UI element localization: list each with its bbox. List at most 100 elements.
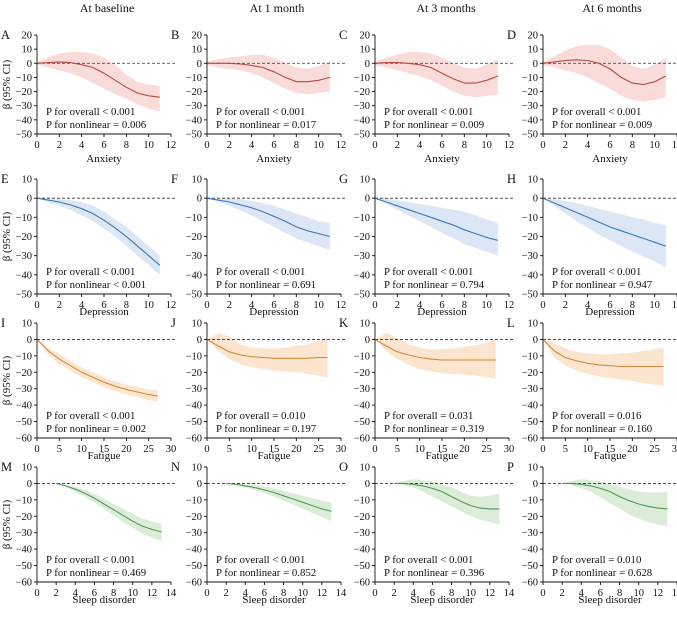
x-tick-label: 8	[630, 140, 635, 151]
x-tick-label: 0	[372, 444, 377, 455]
x-tick-label: 0	[540, 444, 545, 455]
x-tick-label: 12	[485, 588, 496, 599]
x-tick-label: 10	[127, 588, 138, 599]
y-tick-label: −30	[522, 528, 538, 539]
p-nonlinear-label: P for nonlinear = 0.017	[216, 119, 317, 131]
x-tick-label: 12	[504, 140, 515, 151]
y-tick-label: −20	[186, 368, 202, 379]
y-tick-label: 0	[197, 59, 202, 70]
y-tick-label: −40	[354, 115, 370, 126]
y-tick-label: −30	[186, 101, 202, 112]
y-tick-label: 0	[27, 479, 32, 490]
column-title: At 1 month	[250, 1, 305, 15]
p-nonlinear-label: P for nonlinear = 0.852	[216, 567, 316, 579]
confidence-band	[543, 339, 664, 387]
confidence-band	[37, 198, 160, 275]
x-tick-label: 20	[627, 444, 638, 455]
x-tick-label: 15	[437, 444, 448, 455]
y-tick-label: 10	[192, 175, 203, 186]
y-tick-label: −50	[354, 130, 370, 141]
y-tick-label: −20	[354, 232, 370, 243]
y-tick-label: −20	[16, 368, 32, 379]
x-axis-label: Anxiety	[86, 153, 122, 165]
x-tick-label: 0	[540, 588, 545, 599]
y-tick-label: 20	[528, 31, 539, 42]
y-tick-label: −10	[522, 495, 538, 506]
x-tick-label: 0	[204, 140, 209, 151]
x-axis-label: Depression	[249, 306, 299, 318]
x-tick-label: 10	[143, 140, 154, 151]
p-overall-label: P for overall < 0.001	[216, 106, 305, 118]
panel-letter: L	[507, 316, 515, 330]
x-tick-label: 0	[204, 588, 209, 599]
y-tick-label: −30	[522, 251, 538, 262]
x-tick-label: 6	[439, 140, 444, 151]
x-tick-label: 14	[504, 588, 515, 599]
y-tick-label: 10	[528, 319, 539, 330]
p-overall-label: P for overall < 0.001	[216, 266, 305, 278]
p-nonlinear-label: P for nonlinear = 0.002	[46, 423, 146, 435]
panel-letter: D	[507, 28, 516, 42]
x-tick-label: 4	[249, 300, 255, 311]
y-tick-label: −20	[186, 87, 202, 98]
p-nonlinear-label: P for nonlinear = 0.009	[384, 119, 484, 131]
y-tick-label: −40	[522, 270, 538, 281]
x-tick-label: 8	[449, 588, 454, 599]
confidence-band	[562, 479, 668, 527]
x-tick-label: 8	[462, 140, 467, 151]
y-tick-label: −40	[186, 115, 202, 126]
y-tick-label: 0	[365, 59, 370, 70]
x-tick-label: 2	[563, 300, 568, 311]
y-tick-label: −10	[16, 213, 32, 224]
y-tick-label: 10	[528, 175, 539, 186]
x-tick-label: 0	[372, 588, 377, 599]
estimate-line	[374, 338, 496, 361]
x-tick-label: 2	[560, 588, 565, 599]
y-tick-label: −10	[354, 213, 370, 224]
x-axis-label: Anxiety	[424, 153, 460, 165]
x-tick-label: 4	[73, 588, 79, 599]
estimate-line	[542, 339, 664, 368]
x-tick-label: 20	[459, 444, 470, 455]
confidence-band	[207, 198, 330, 250]
confidence-band	[207, 54, 330, 95]
x-tick-label: 15	[99, 444, 110, 455]
p-nonlinear-label: P for nonlinear = 0.396	[384, 567, 485, 579]
chart-panel-p: P −60 −50 −40 −30 −20 −10 0 10 0 2 4 6 8 10 12 14 Sleep d…	[507, 460, 677, 606]
y-tick-label: −10	[354, 73, 370, 84]
x-tick-label: 10	[582, 444, 593, 455]
x-tick-label: 0	[372, 300, 377, 311]
x-tick-label: 12	[336, 140, 347, 151]
x-tick-label: 2	[227, 300, 232, 311]
x-tick-label: 6	[101, 300, 106, 311]
p-overall-label: P for overall < 0.001	[552, 266, 641, 278]
p-nonlinear-label: P for nonlinear = 0.628	[552, 567, 652, 579]
y-axis-label: β (95% CI)	[1, 211, 13, 261]
p-nonlinear-label: P for nonlinear = 0.794	[384, 279, 485, 291]
y-tick-label: 0	[533, 479, 538, 490]
y-tick-label: −30	[16, 528, 32, 539]
p-overall-label: P for overall = 0.016	[552, 410, 642, 422]
x-tick-label: 4	[79, 140, 85, 151]
x-tick-label: 5	[395, 444, 400, 455]
y-tick-label: 10	[22, 175, 33, 186]
estimate-line	[542, 59, 667, 86]
y-tick-label: −30	[16, 384, 32, 395]
y-tick-label: 10	[360, 175, 371, 186]
chart-panel-m: M −60 −50 −40 −30 −20 −10 0 10 0 2 4 6 8 10 12 14 Sleep d…	[1, 460, 177, 606]
y-tick-label: 20	[360, 31, 371, 42]
x-tick-label: 0	[204, 444, 209, 455]
column-titles: At baseline At 1 month At 3 months At 6 …	[80, 1, 642, 15]
x-tick-label: 0	[204, 300, 209, 311]
y-tick-label: −40	[186, 545, 202, 556]
x-tick-label: 5	[227, 444, 232, 455]
p-overall-label: P for overall = 0.010	[216, 410, 305, 422]
x-tick-label: 10	[649, 300, 660, 311]
x-tick-label: 2	[563, 140, 568, 151]
p-overall-label: P for overall < 0.001	[46, 266, 135, 278]
y-tick-label: −10	[16, 73, 32, 84]
x-tick-label: 10	[649, 140, 660, 151]
estimate-line	[562, 482, 668, 510]
p-nonlinear-label: P for nonlinear = 0.947	[552, 279, 653, 291]
p-overall-label: P for overall < 0.001	[384, 554, 473, 566]
